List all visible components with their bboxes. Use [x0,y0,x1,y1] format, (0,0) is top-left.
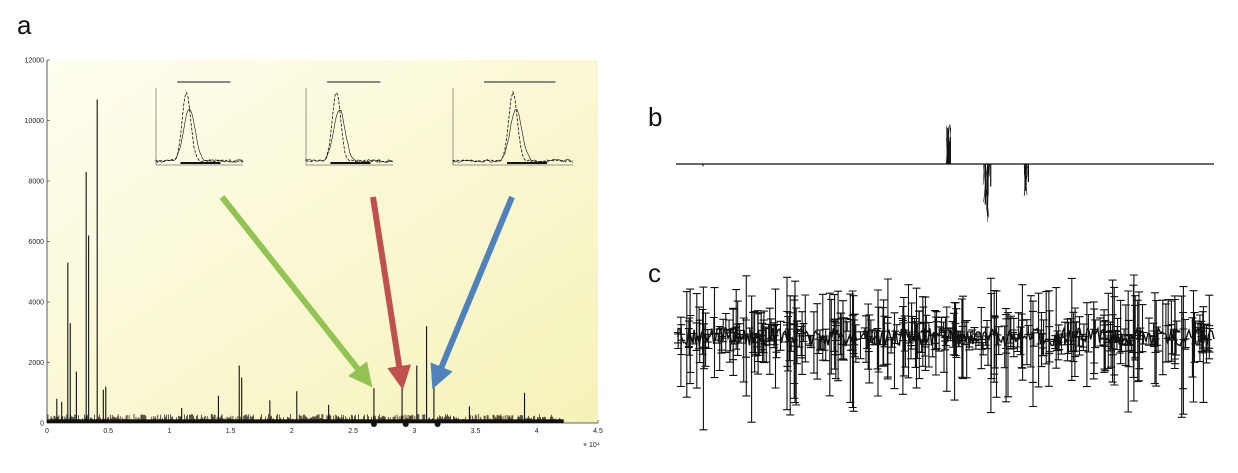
stem [985,163,988,217]
series-line [677,326,1215,348]
stem [1024,163,1028,196]
inset-curve-dashed [452,90,574,163]
panel-label-b: b [648,102,663,132]
peak-marker-dot [402,421,409,427]
inset-curve-solid [305,109,394,163]
panel-c-chart [674,274,1215,431]
inset-baseline-mark [507,162,547,164]
panel-a-chart: 0 2000 4000 6000 8000 10000 12000 0 0.5 1 1.5 2 2.5 3… [25,58,603,450]
x-multiplier-label: × 10⁴ [583,442,600,449]
inset-plot-2 [305,81,394,166]
x-tick-label: 2.5 [348,428,358,435]
inset-plot-3 [452,81,574,166]
y-tick-label: 12000 [25,58,45,65]
inset-title-mark [177,81,231,83]
baseline-band [47,419,564,423]
inset-title-mark [327,81,381,83]
x-tick-label: 3.5 [471,428,481,435]
panel-b-chart [676,124,1214,222]
panel-label-c: c [648,258,661,288]
stem [1024,163,1027,175]
y-tick-label: 6000 [28,239,44,246]
stem [987,163,989,222]
inset-curve-solid [155,108,244,163]
y-tick-label: 2000 [28,360,44,367]
x-tick-label: 2 [290,428,294,435]
x-tick-label: 0 [45,428,49,435]
inset-baseline-mark [330,162,371,164]
stem [982,163,985,185]
inset-title-mark [484,81,556,83]
y-tick-label: 10000 [25,118,45,125]
x-tick-label: 0.5 [103,428,113,435]
panel-label-a: a [17,10,32,40]
peak-marker-dot [370,421,377,427]
stem [946,136,949,165]
stem [983,163,988,203]
peak-marker-dot [434,421,441,427]
y-tick-label: 4000 [28,300,44,307]
x-tick-label: 4.5 [593,428,603,435]
stem [947,127,952,165]
inset-curve-solid [452,109,574,163]
error-bars [674,274,1214,431]
plot-background [47,60,598,423]
inset-plot-1 [155,81,244,166]
x-tick-label: 3 [412,428,416,435]
y-tick-label: 8000 [28,179,44,186]
x-tick-label: 1.5 [226,428,236,435]
red-arrow [370,196,412,390]
x-tick-label: 1 [167,428,171,435]
stem [988,163,991,177]
inset-baseline-mark [180,162,221,164]
green-arrow [219,195,373,388]
blue-arrow [430,195,515,390]
x-tick-label: 4 [535,428,539,435]
y-tick-label: 0 [40,421,44,428]
stem [946,143,950,165]
